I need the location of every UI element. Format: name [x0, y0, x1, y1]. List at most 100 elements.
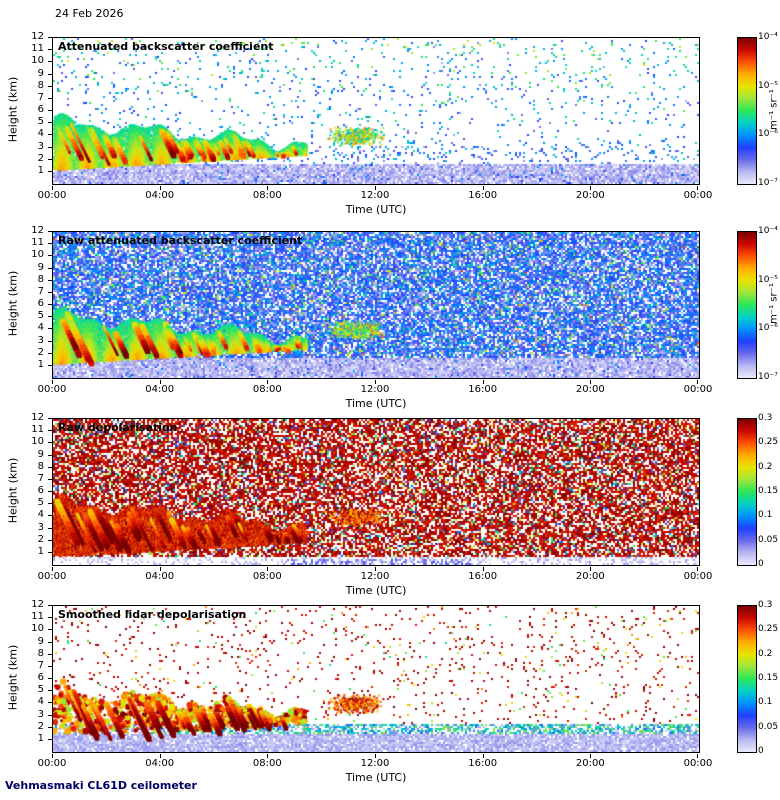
- y-axis-ticks: 12 11 10 9 8 7 6 5 4 3 2 1: [0, 226, 52, 379]
- panel-attenuated-backscatter: Height (km) 12 11 10 9 8 7 6 5 4 3 2 1 Attenuated b…: [0, 32, 780, 232]
- colorbar-tick-label: 0.2: [758, 461, 773, 472]
- x-tick-mark: [375, 186, 376, 190]
- y-tick-label: 9: [37, 448, 44, 460]
- colorbar-tick-label: 0: [758, 746, 764, 756]
- x-tick-label: 00:00: [37, 758, 67, 769]
- y-tick-label: 5: [37, 684, 44, 696]
- colorbar-tick-label: 0.25: [758, 437, 779, 448]
- x-tick-mark: [590, 567, 592, 571]
- y-tick-label: 11: [31, 43, 44, 55]
- x-axis-ticks: 00:00 04:00 08:00 12:00 16:00 20:00 00:00: [38, 380, 712, 398]
- y-tick-label: 4: [37, 509, 44, 521]
- y-tick-label: 7: [37, 91, 44, 103]
- x-tick-mark: [590, 754, 592, 758]
- x-tick-label: 00:00: [37, 190, 67, 201]
- colorbar-ticks: 10⁻⁴ 10⁻⁵ 10⁻⁶ 10⁻⁷: [758, 226, 780, 382]
- colorbar-tick-label: 0.3: [758, 600, 773, 610]
- x-tick-label: 12:00: [360, 190, 390, 201]
- colorbar-tick-label: 0.1: [758, 697, 773, 708]
- colorbar-tick-label: 0.2: [758, 648, 773, 659]
- y-tick-mark: [48, 539, 52, 541]
- y-tick-label: 6: [37, 672, 44, 683]
- y-tick-mark: [48, 267, 52, 269]
- colorbar-tick-label: 0.15: [758, 486, 779, 496]
- x-tick-label: 00:00: [683, 384, 713, 395]
- x-tick-label: 04:00: [145, 758, 175, 769]
- y-tick-mark: [48, 61, 52, 63]
- colorbar-tick-label: 0.25: [758, 624, 779, 635]
- y-axis-ticks: 12 11 10 9 8 7 6 5 4 3 2 1: [0, 600, 52, 753]
- x-tick-label: 12:00: [360, 571, 390, 582]
- x-tick-mark: [590, 186, 592, 190]
- x-tick-label: 08:00: [252, 571, 282, 582]
- panel-title: Raw attenuated backscatter coefficient: [58, 234, 303, 247]
- y-tick-label: 8: [37, 647, 44, 659]
- y-tick-mark: [48, 316, 52, 318]
- x-tick-mark: [590, 380, 592, 384]
- x-tick-mark: [482, 754, 484, 758]
- y-tick-mark: [48, 340, 52, 342]
- y-tick-mark: [48, 430, 52, 432]
- x-tick-label: 08:00: [252, 758, 282, 769]
- y-tick-label: 10: [31, 623, 44, 635]
- x-tick-label: 16:00: [468, 384, 498, 395]
- y-tick-mark: [48, 478, 52, 480]
- y-tick-label: 2: [37, 152, 44, 164]
- y-tick-mark: [48, 243, 52, 245]
- instrument-label: Vehmasmaki CL61D ceilometer: [5, 779, 197, 792]
- colorbar-tick-label: 10⁻⁵: [758, 274, 778, 285]
- x-tick-label: 20:00: [575, 384, 605, 395]
- x-tick-label: 04:00: [145, 190, 175, 201]
- y-tick-label: 7: [37, 472, 44, 484]
- colorbar-tick-label: 0.05: [758, 534, 779, 545]
- colorbar: [737, 605, 757, 753]
- x-tick-mark: [697, 567, 698, 571]
- x-tick-label: 00:00: [683, 190, 713, 201]
- y-tick-mark: [48, 491, 52, 492]
- y-tick-mark: [48, 364, 52, 366]
- colorbar-tick-label: 0.3: [758, 413, 773, 423]
- y-tick-mark: [48, 255, 52, 257]
- y-tick-mark: [48, 714, 52, 716]
- colorbar: [737, 37, 757, 185]
- y-tick-label: 11: [31, 237, 44, 249]
- colorbar-ticks: 10⁻⁴ 10⁻⁵ 10⁻⁶ 10⁻⁷: [758, 32, 780, 188]
- y-tick-label: 2: [37, 346, 44, 358]
- panel-title: Smoothed lidar depolarisation: [58, 608, 247, 621]
- y-tick-label: 10: [31, 436, 44, 448]
- x-axis-ticks: 00:00 04:00 08:00 12:00 16:00 20:00 00:00: [38, 754, 712, 772]
- y-tick-mark: [48, 73, 52, 75]
- colorbar-tick-label: 10⁻⁷: [758, 372, 778, 382]
- y-tick-label: 1: [37, 164, 44, 176]
- y-tick-label: 1: [37, 545, 44, 557]
- y-tick-label: 5: [37, 116, 44, 128]
- y-tick-mark: [48, 418, 52, 419]
- x-tick-mark: [267, 380, 269, 384]
- colorbar-tick-label: 10⁻⁴: [758, 32, 778, 42]
- colorbar-tick-label: 0: [758, 559, 764, 569]
- y-tick-mark: [48, 231, 52, 232]
- y-tick-label: 10: [31, 55, 44, 67]
- x-tick-mark: [52, 186, 53, 190]
- colorbar-tick-label: 10⁻⁵: [758, 80, 778, 91]
- heatmap-canvas: [53, 419, 699, 565]
- x-tick-label: 08:00: [252, 190, 282, 201]
- y-tick-label: 12: [31, 31, 44, 42]
- y-tick-mark: [48, 442, 52, 444]
- y-tick-label: 12: [31, 412, 44, 423]
- y-tick-mark: [48, 702, 52, 704]
- x-tick-mark: [697, 754, 698, 758]
- heatmap-plot: Attenuated backscatter coefficient: [52, 37, 700, 185]
- x-tick-mark: [52, 567, 53, 571]
- y-tick-label: 9: [37, 261, 44, 273]
- colorbar-tick-label: 0.1: [758, 510, 773, 521]
- x-axis-ticks: 00:00 04:00 08:00 12:00 16:00 20:00 00:00: [38, 186, 712, 204]
- colorbar-unit-label: m⁻¹ sr⁻¹: [768, 283, 780, 324]
- x-tick-label: 16:00: [468, 571, 498, 582]
- y-tick-mark: [48, 291, 52, 293]
- y-tick-label: 10: [31, 249, 44, 261]
- y-tick-label: 4: [37, 696, 44, 708]
- y-tick-mark: [48, 641, 52, 643]
- y-tick-mark: [48, 653, 52, 655]
